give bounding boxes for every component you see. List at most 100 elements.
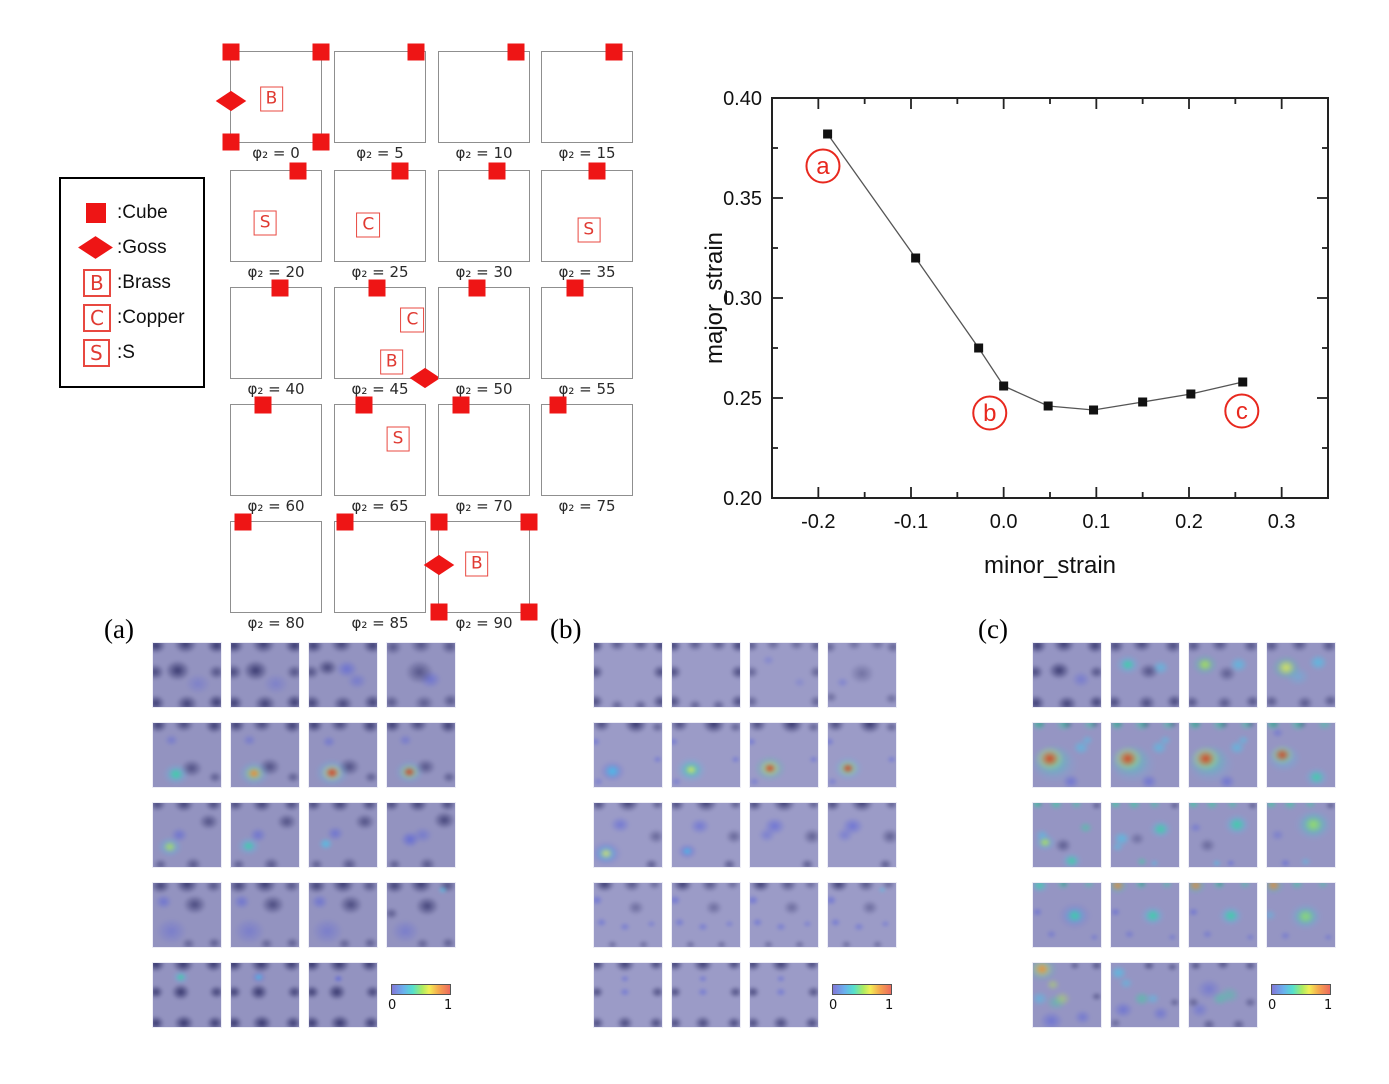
- x-tick-label: 0.0: [990, 511, 1018, 533]
- attention-map-image: [1111, 643, 1179, 707]
- attention-map-image: [750, 643, 818, 707]
- x-tick-label: -0.1: [894, 511, 928, 533]
- y-axis-title: major_strain: [701, 232, 728, 364]
- phi2-cell-label: φ₂ = 60: [247, 497, 305, 515]
- colorbar-min-label: 0: [388, 998, 397, 1013]
- phi2-cell: [334, 43, 426, 143]
- phi2-cell-label: φ₂ = 90: [455, 614, 513, 632]
- panel-label: (c): [978, 614, 1008, 644]
- colorbar-max-label: 1: [1324, 998, 1333, 1013]
- phi2-cell-label: φ₂ = 5: [356, 144, 404, 162]
- y-tick-label: 0.20: [723, 488, 762, 510]
- cube-marker-icon: [430, 513, 448, 531]
- attention-map-image: [153, 723, 221, 787]
- cube-marker-icon: [234, 513, 252, 531]
- cube-marker-icon: [312, 43, 330, 61]
- phi2-cell-label: φ₂ = 80: [247, 614, 305, 632]
- attention-map-tile: [1110, 802, 1180, 868]
- phi2-cell: S: [541, 162, 633, 262]
- attention-map-image: [387, 803, 455, 867]
- attention-map-image: [231, 803, 299, 867]
- data-point-marker: [1138, 397, 1148, 407]
- attention-map-tile: [1266, 722, 1336, 788]
- goss-marker-icon: [423, 555, 455, 576]
- phi2-cell-label: φ₂ = 70: [455, 497, 513, 515]
- goss-marker-icon: [78, 236, 113, 259]
- attention-map-image: [672, 723, 740, 787]
- letter-box-icon: C: [83, 303, 111, 332]
- y-tick-label: 0.30: [723, 288, 762, 310]
- x-axis-title: minor_strain: [984, 552, 1116, 579]
- attention-map-tile: [749, 642, 819, 708]
- attention-map-tile: [593, 722, 663, 788]
- attention-map-tile: [308, 962, 378, 1028]
- x-tick-label: 0.1: [1082, 511, 1110, 533]
- cube-marker-icon: [605, 43, 623, 61]
- phi2-cell-label: φ₂ = 30: [455, 263, 513, 281]
- attention-map-image: [828, 723, 896, 787]
- phi2-cell: [541, 279, 633, 379]
- attention-map-tile: [152, 722, 222, 788]
- attention-map-tile: [1110, 722, 1180, 788]
- colorbar-min-label: 0: [829, 998, 838, 1013]
- colorbar-max-label: 1: [885, 998, 894, 1013]
- x-tick-label: -0.2: [801, 511, 835, 533]
- attention-map-tile: [671, 722, 741, 788]
- attention-map-tile: [593, 882, 663, 948]
- attention-map-image: [1033, 963, 1101, 1027]
- attention-map-tile: [386, 722, 456, 788]
- cube-marker-icon: [254, 396, 271, 414]
- attention-map-image: [1189, 883, 1257, 947]
- legend-item: :Goss: [78, 230, 203, 265]
- attention-map-tile: [671, 882, 741, 948]
- cube-marker-icon: [520, 603, 538, 621]
- texture-letter-badge: S: [253, 210, 277, 236]
- texture-letter-badge: S: [386, 426, 410, 452]
- phi2-cell: [438, 43, 530, 143]
- cube-marker-icon: [336, 513, 354, 531]
- legend-item: :Cube: [83, 195, 203, 230]
- annotation-circle-b: [972, 395, 1008, 431]
- texture-letter-badge: B: [464, 551, 489, 577]
- attention-map-image: [1033, 803, 1101, 867]
- attention-map-image: [828, 643, 896, 707]
- data-point-marker: [999, 381, 1009, 391]
- attention-map-image: [672, 643, 740, 707]
- phi2-cell-label: φ₂ = 50: [455, 380, 513, 398]
- attention-map-tile: [1266, 882, 1336, 948]
- attention-map-tile: [1110, 642, 1180, 708]
- legend-item: S :S: [83, 335, 203, 370]
- phi2-cell-label: φ₂ = 55: [558, 380, 616, 398]
- cube-marker-icon: [452, 396, 470, 414]
- cube-marker-icon: [507, 43, 525, 61]
- y-tick-label: 0.40: [723, 88, 762, 110]
- attention-map-tile: [671, 802, 741, 868]
- texture-legend: :Cube:Goss B:Brass C:Copper S :S: [59, 177, 205, 388]
- attention-map-image: [387, 883, 455, 947]
- attention-map-tile: [1032, 642, 1102, 708]
- data-point-marker: [911, 253, 921, 263]
- attention-map-image: [387, 643, 455, 707]
- strain-chart-svg: -0.2 -0.1 0.0 0.1 0.2 0.3 0.20 0.25 0.30 0.35 0.40…: [701, 88, 1329, 579]
- phi2-cell: [541, 396, 633, 496]
- legend-item: B:Brass: [83, 265, 203, 300]
- attention-map-tile: [152, 642, 222, 708]
- phi2-cell-label: φ₂ = 15: [558, 144, 616, 162]
- attention-map-image: [672, 963, 740, 1027]
- letter-box-icon: S: [83, 338, 110, 367]
- x-tick-label: 0.2: [1175, 511, 1203, 533]
- legend-item: C:Copper: [83, 300, 203, 335]
- attention-map-tile: [308, 642, 378, 708]
- annotation-letter-b: b: [983, 400, 996, 427]
- colorbar-max-label: 1: [444, 998, 453, 1013]
- attention-map-image: [594, 643, 662, 707]
- attention-map-image: [594, 723, 662, 787]
- phi2-cell: [230, 396, 322, 496]
- attention-map-tile: [827, 882, 897, 948]
- legend-label: :S: [117, 341, 135, 363]
- goss-marker-icon: [215, 90, 247, 111]
- cube-marker-icon: [368, 279, 386, 297]
- attention-map-tile: [593, 642, 663, 708]
